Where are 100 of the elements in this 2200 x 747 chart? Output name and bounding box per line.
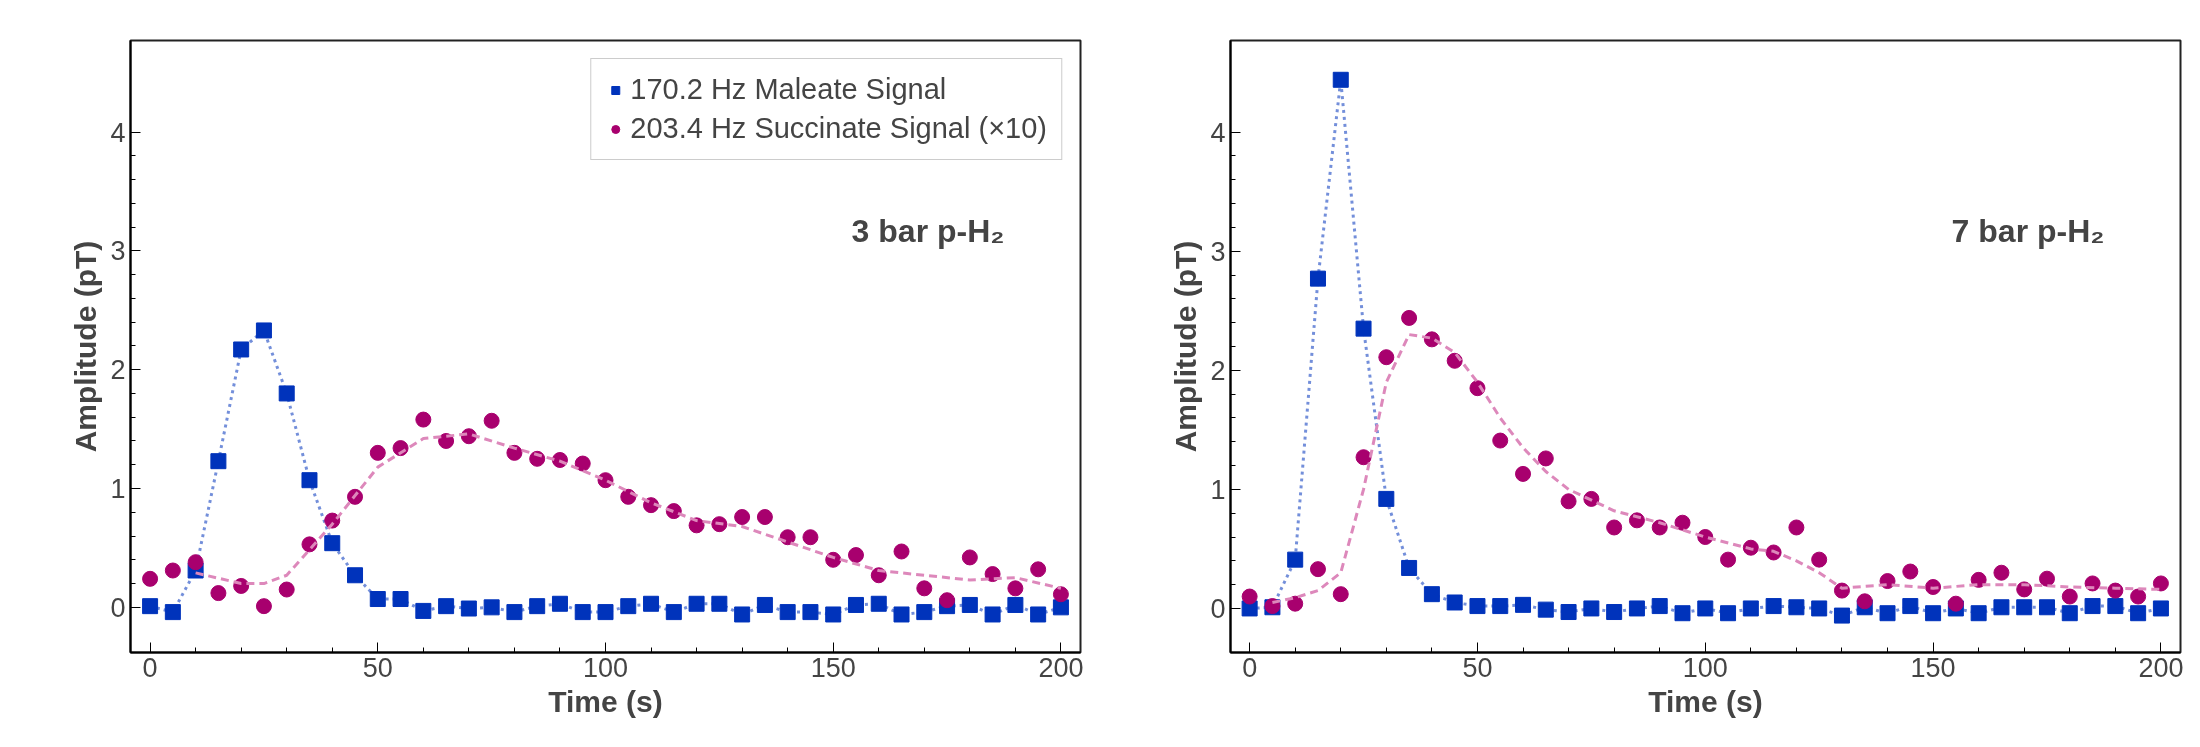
point [2152, 600, 2169, 617]
point [1030, 561, 1047, 578]
point [347, 567, 364, 584]
point [164, 562, 181, 579]
x-tick-label: 100 [582, 652, 629, 683]
point [916, 580, 933, 597]
point [1970, 571, 1987, 588]
point [802, 529, 819, 546]
point [1309, 561, 1326, 578]
point [369, 591, 386, 608]
point [688, 517, 705, 534]
y-tick-label: 4 [1210, 117, 1226, 148]
point [1052, 586, 1069, 603]
point [483, 412, 500, 429]
point [1925, 605, 1942, 622]
x-tick-label: 150 [810, 652, 856, 683]
point [1007, 596, 1024, 613]
point [1007, 580, 1024, 597]
point [939, 592, 956, 609]
point [574, 604, 591, 621]
point [1811, 600, 1828, 617]
x-tick-label: 200 [1038, 652, 1084, 683]
point [1492, 598, 1509, 615]
point [1720, 605, 1737, 622]
point [1674, 605, 1691, 622]
y-tick-label: 1 [110, 474, 126, 505]
point [529, 598, 546, 615]
point [255, 598, 272, 615]
point [187, 554, 204, 571]
y-tick-label: 1 [1210, 474, 1226, 505]
point [665, 604, 682, 621]
point [574, 455, 591, 472]
point [711, 595, 728, 612]
point [1030, 606, 1047, 623]
point [1241, 588, 1258, 605]
point [1446, 594, 1463, 611]
point [1469, 598, 1486, 615]
point [210, 585, 227, 602]
annotation: 7 bar p-H₂ [1951, 212, 2105, 249]
point [1560, 493, 1577, 510]
legend-label: 170.2 Hz Maleate Signal [630, 73, 947, 106]
point [1515, 465, 1532, 482]
point [961, 549, 978, 566]
y-axis-title: Amplitude (pT) [1169, 240, 1203, 453]
point [1537, 450, 1554, 467]
y-tick-label: 4 [110, 117, 126, 148]
point [369, 444, 386, 461]
point [210, 453, 227, 470]
point [2039, 599, 2055, 616]
point [1606, 519, 1623, 536]
point [756, 509, 773, 526]
point [1378, 349, 1395, 366]
point [1401, 559, 1418, 576]
y-tick-label: 0 [1210, 593, 1226, 624]
y-tick-label: 2 [110, 355, 126, 386]
point [506, 604, 523, 621]
point [1651, 598, 1668, 615]
point [1856, 593, 1873, 610]
x-tick-label: 50 [362, 652, 393, 683]
point [734, 606, 751, 623]
point [1515, 596, 1532, 613]
point [1993, 564, 2010, 581]
point [2084, 598, 2101, 615]
point [278, 385, 295, 402]
point [961, 596, 978, 613]
point [551, 595, 568, 612]
point [870, 595, 887, 612]
point [1309, 270, 1326, 287]
point [1811, 551, 1828, 568]
point [255, 322, 272, 339]
point [597, 604, 614, 621]
point [2039, 570, 2055, 587]
x-axis-title: Time (s) [548, 684, 663, 718]
point [734, 509, 751, 526]
point [1537, 601, 1554, 618]
point [1902, 598, 1919, 615]
point [2130, 605, 2147, 622]
point [1902, 563, 1919, 580]
point [2107, 598, 2124, 615]
x-tick-label: 150 [1910, 652, 1956, 683]
point [1788, 519, 1805, 536]
point [1401, 309, 1418, 326]
point [415, 602, 432, 619]
point [1993, 599, 2010, 616]
point [1423, 586, 1440, 603]
point [142, 570, 159, 587]
x-tick-label: 100 [1682, 652, 1728, 683]
y-tick-label: 2 [1210, 355, 1226, 386]
point [415, 411, 432, 428]
point [2152, 575, 2169, 592]
point [847, 547, 864, 564]
point [1628, 600, 1645, 617]
y-tick-label: 3 [110, 236, 126, 267]
point [1378, 490, 1395, 507]
point [438, 598, 455, 615]
point [142, 598, 159, 615]
point [893, 543, 910, 560]
point [233, 341, 250, 358]
point [1788, 599, 1805, 616]
point [1287, 595, 1304, 612]
